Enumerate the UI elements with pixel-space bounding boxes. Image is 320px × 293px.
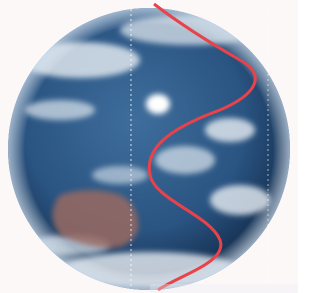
credit-strip: [150, 284, 298, 293]
earth-image: [0, 0, 298, 293]
page: (() => { const data = JSON.parse(documen…: [0, 0, 320, 293]
globe-limb: [8, 8, 290, 290]
